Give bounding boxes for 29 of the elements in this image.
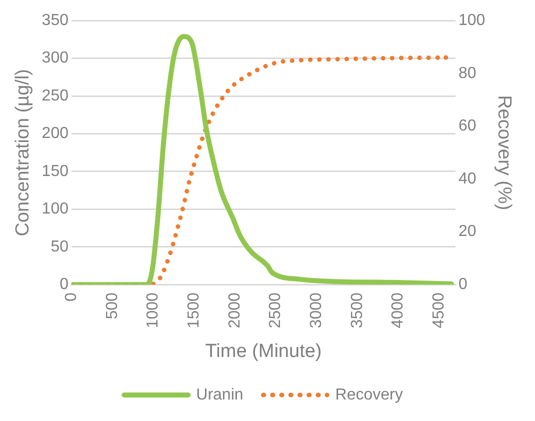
y-tick-label: 100 [42, 200, 69, 218]
y-tick-label: 300 [42, 50, 69, 67]
y2-tick-label: 20 [458, 223, 476, 240]
x-tick-label: 3500 [348, 292, 366, 328]
y-axis-title: Concentration (µg/l) [12, 68, 34, 236]
y-tick-label: 350 [42, 12, 69, 30]
x-tick-label: 3000 [308, 292, 326, 328]
x-tick-label: 4000 [390, 292, 407, 328]
y2-tick-label: 40 [458, 170, 476, 188]
y-tick-label: 0 [60, 276, 69, 294]
x-tick-label: 0 [62, 292, 80, 302]
y-tick-label: 150 [42, 162, 69, 180]
legend-label: Recovery [335, 386, 403, 404]
x-tick-label: 2500 [267, 292, 284, 328]
y-tick-label: 200 [42, 125, 69, 142]
y-tick-label: 50 [50, 238, 69, 256]
legend-label: Uranin [196, 386, 244, 404]
x-tick-label: 4500 [430, 292, 448, 328]
y2-tick-label: 100 [458, 12, 486, 30]
y2-tick-label: 60 [458, 118, 476, 135]
x-axis-title: Time (Minute) [205, 340, 322, 362]
y2-tick-label: 0 [458, 276, 468, 294]
y2-axis-title: Recovery (%) [493, 95, 514, 210]
x-tick-label: 1000 [144, 292, 162, 328]
x-tick-label: 500 [104, 292, 121, 320]
y-tick-label: 250 [42, 87, 69, 104]
x-tick-label: 1500 [185, 292, 202, 328]
y2-tick-label: 80 [458, 64, 476, 82]
x-tick-label: 2000 [226, 292, 244, 328]
